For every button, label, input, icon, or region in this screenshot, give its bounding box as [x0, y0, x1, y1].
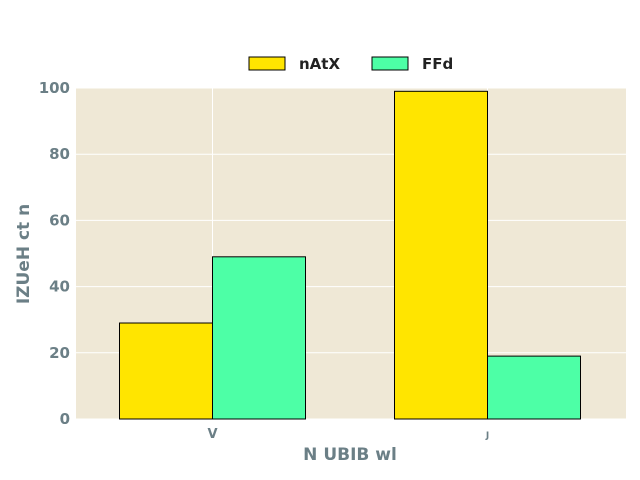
- bar-nAtX-J: [394, 90, 488, 420]
- legend-item: nAtX: [248, 55, 340, 73]
- bar-FFd-V: [212, 256, 306, 420]
- legend: nAtX FFd: [248, 55, 453, 73]
- legend-swatch: [248, 56, 286, 71]
- legend-label: FFd: [422, 55, 453, 73]
- y-tick-label: 40: [49, 278, 70, 296]
- legend-item: FFd: [371, 55, 453, 73]
- y-axis-ticks: 0 20 40 60 80 100: [39, 79, 70, 428]
- y-tick-label: 60: [49, 211, 70, 229]
- y-tick-label: 20: [49, 344, 70, 362]
- y-tick-label: 80: [49, 145, 70, 163]
- y-axis-title: IZUeH ct n: [14, 204, 34, 304]
- bar-nAtX-V: [119, 322, 213, 420]
- x-tick-label: J: [485, 431, 489, 441]
- x-tick-label: V: [207, 427, 217, 442]
- legend-swatch: [371, 56, 409, 71]
- bars: [119, 90, 581, 420]
- y-tick-label: 0: [60, 410, 70, 428]
- legend-label: nAtX: [299, 55, 340, 73]
- bar-FFd-J: [487, 355, 581, 420]
- y-tick-label: 100: [39, 79, 70, 97]
- x-axis-title: N UBIB wl: [303, 445, 397, 465]
